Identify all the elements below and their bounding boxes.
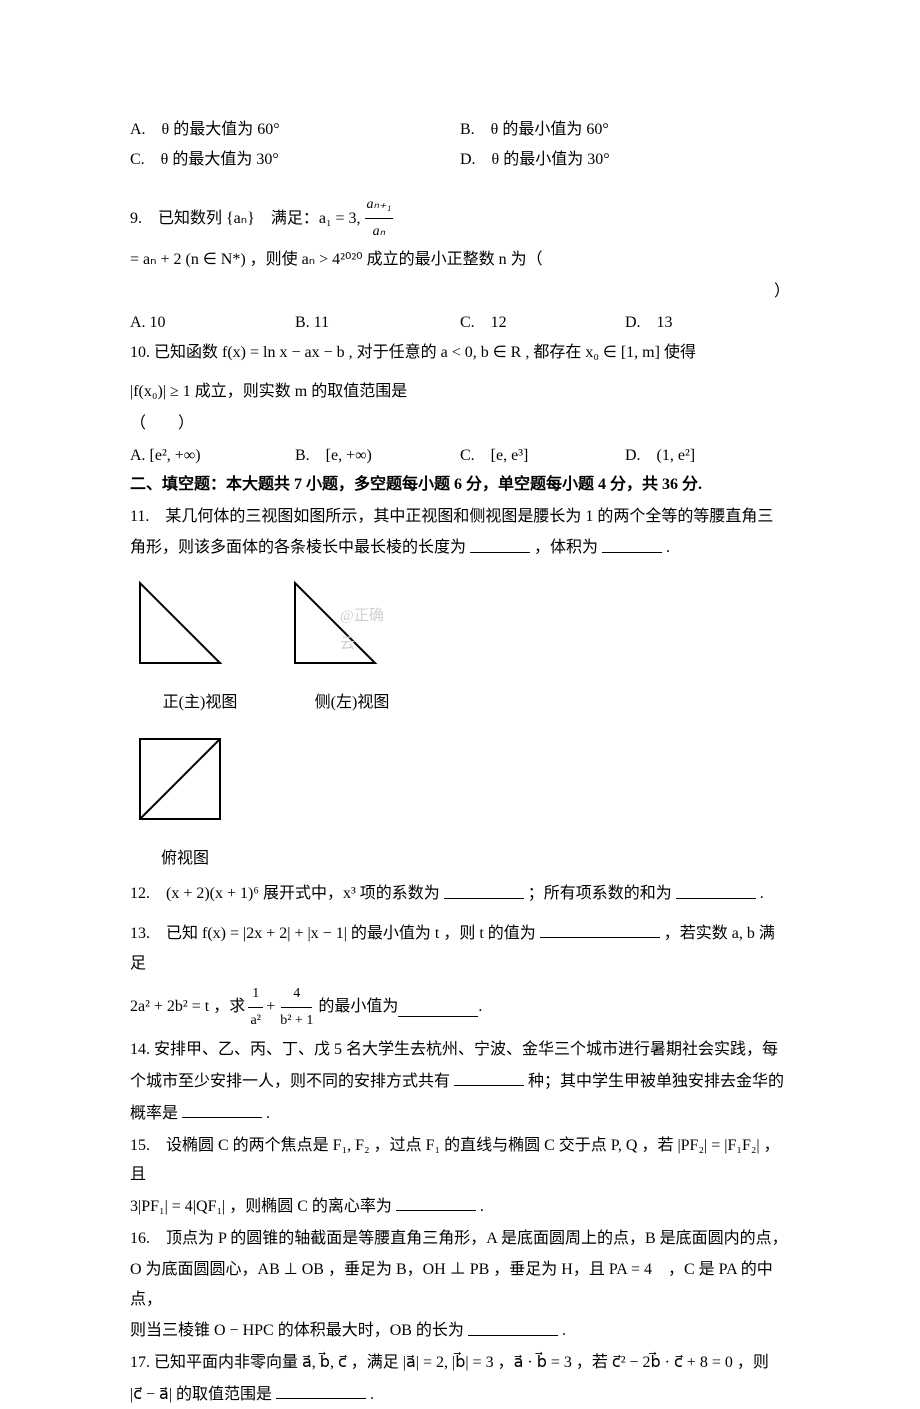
q11-blank1 — [470, 533, 530, 552]
q15-line1: 15. 设椭圆 C 的两个焦点是 F₁, F₂ ，过点 F₁ 的直线与椭圆 C … — [130, 1131, 790, 1190]
q8-optD: D. θ 的最小值为 30° — [460, 145, 790, 175]
q11-line2-mid: ，体积为 — [534, 540, 598, 557]
q11-line2-end: . — [666, 540, 670, 557]
section2-title: 二、填空题：本大题共 7 小题，多空题每小题 6 分，单空题每小题 4 分，共 … — [130, 470, 790, 500]
q11-line2: 角形，则该多面体的各条棱长中最长棱的长度为 ，体积为 . — [130, 533, 790, 563]
top-view-label: 俯视图 — [130, 844, 240, 874]
top-view-block: 俯视图 — [130, 729, 790, 873]
q13-blank1 — [540, 919, 660, 938]
q14-line2-pre: 个城市至少安排一人，则不同的安排方式共有 — [130, 1073, 450, 1090]
q14-line2: 个城市至少安排一人，则不同的安排方式共有 种；其中学生甲被单独安排去金华的 — [130, 1067, 790, 1097]
q12-pre: 12. (x + 2)(x + 1)⁶ 展开式中，x³ 项的系数为 — [130, 886, 440, 903]
q14-blank2 — [182, 1099, 262, 1118]
q17-line2: |c⃗ − a⃗| 的取值范围是 . — [130, 1380, 790, 1409]
q13-frac1-den: a² — [248, 1008, 262, 1034]
q13-frac2-den: b² + 1 — [278, 1008, 315, 1034]
q10-line2: |f(x₀)| ≥ 1 成立，则实数 m 的取值范围是 — [130, 377, 790, 407]
q9-stem-pre: 9. 已知数列 {aₙ} 满足：a₁ = 3, — [130, 204, 361, 234]
q13-blank2 — [398, 997, 478, 1016]
q11-line1: 11. 某几何体的三视图如图所示，其中正视图和侧视图是腰长为 1 的两个全等的等… — [130, 502, 790, 532]
q15-line2-end: . — [480, 1198, 484, 1215]
q8-optC: C. θ 的最大值为 30° — [130, 145, 460, 175]
q13-frac2: 4 b² + 1 — [278, 981, 315, 1034]
q9-frac-den: aₙ — [371, 219, 388, 245]
q17-blank — [276, 1380, 366, 1399]
q14-line3-pre: 概率是 — [130, 1105, 178, 1122]
q14-line1: 14. 安排甲、乙、丙、丁、戊 5 名大学生去杭州、宁波、金华三个城市进行暑期社… — [130, 1035, 790, 1065]
q9-stem: 9. 已知数列 {aₙ} 满足：a₁ = 3, aₙ₊₁ aₙ = aₙ + 2… — [130, 192, 790, 274]
q9-optA: A. 10 — [130, 308, 295, 338]
q13-line1: 13. 已知 f(x) = |2x + 2| + |x − 1| 的最小值为 t… — [130, 919, 790, 978]
q16-line1: 16. 顶点为 P 的圆锥的轴截面是等腰直角三角形，A 是底面圆周上的点，B 是… — [130, 1224, 790, 1254]
q16-line3-pre: 则当三棱锥 O − HPC 的体积最大时，OB 的长为 — [130, 1323, 464, 1340]
q14-line3: 概率是 . — [130, 1099, 790, 1129]
q11-blank2 — [602, 533, 662, 552]
q12-end: . — [760, 886, 764, 903]
q10-optA: A. [e², +∞) — [130, 441, 295, 471]
q13-frac1: 1 a² — [248, 981, 263, 1034]
q10-optC: C. [e, e³] — [460, 441, 625, 471]
watermark: @正确云 — [340, 603, 395, 659]
q10-line1: 10. 已知函数 f(x) = ln x − ax − b , 对于任意的 a … — [130, 338, 790, 368]
q12-blank2 — [676, 879, 756, 898]
figure-block: @正确云 正(主)视图 侧(左)视图 俯视图 — [130, 573, 790, 873]
q11-line2-pre: 角形，则该多面体的各条棱长中最长棱的长度为 — [130, 540, 466, 557]
q9-optD: D. 13 — [625, 308, 790, 338]
q13-plus: + — [266, 992, 275, 1022]
q17-line2-end: . — [370, 1386, 374, 1403]
q12-mid: ；所有项系数的和为 — [528, 886, 672, 903]
q10-optD: D. (1, e²] — [625, 441, 790, 471]
q13-frac2-num: 4 — [281, 981, 312, 1008]
q8-options-row2: C. θ 的最大值为 30° D. θ 的最小值为 30° — [130, 145, 790, 175]
q10-paren: （ ） — [130, 409, 790, 439]
side-view-block: @正确云 — [285, 573, 395, 684]
q16-blank — [468, 1316, 558, 1335]
front-view-svg — [130, 573, 240, 673]
q9-stem-mid: = aₙ + 2 (n ∈ N*) ，则使 aₙ > 4²⁰²⁰ 成立的最小正整… — [130, 245, 543, 275]
q16-line3: 则当三棱锥 O − HPC 的体积最大时，OB 的长为 . — [130, 1316, 790, 1346]
front-view-block — [130, 573, 240, 684]
q13-line1-pre: 13. 已知 f(x) = |2x + 2| + |x − 1| 的最小值为 t… — [130, 925, 536, 942]
q14-line3-end: . — [266, 1105, 270, 1122]
q14-line2-mid: 种；其中学生甲被单独安排去金华的 — [528, 1073, 784, 1090]
q13-frac1-num: 1 — [248, 981, 263, 1008]
q10-options: A. [e², +∞) B. [e, +∞) C. [e, e³] D. (1,… — [130, 441, 790, 471]
q9-optB: B. 11 — [295, 308, 460, 338]
q12: 12. (x + 2)(x + 1)⁶ 展开式中，x³ 项的系数为 ；所有项系数… — [130, 879, 790, 909]
q15-blank — [396, 1192, 476, 1211]
q9-frac: aₙ₊₁ aₙ — [365, 192, 394, 245]
q9-frac-num: aₙ₊₁ — [365, 192, 394, 219]
q15-line2-pre: 3|PF₁| = 4|QF₁| ，则椭圆 C 的离心率为 — [130, 1198, 396, 1215]
q13-line2-pre: 2a² + 2b² = t ，求 — [130, 992, 245, 1022]
q13-line2: 2a² + 2b² = t ，求 1 a² + 4 b² + 1 的最小值为 . — [130, 981, 790, 1034]
q9-close-paren: ） — [130, 277, 790, 307]
side-view-label: 侧(左)视图 — [287, 688, 417, 718]
q17-line1: 17. 已知平面内非零向量 a⃗, b⃗, c⃗ ，满足 |a⃗| = 2, |… — [130, 1348, 790, 1378]
q9-optC: C. 12 — [460, 308, 625, 338]
q16-line3-end: . — [562, 1323, 566, 1340]
q15-line2: 3|PF₁| = 4|QF₁| ，则椭圆 C 的离心率为 . — [130, 1192, 790, 1222]
q10-optB: B. [e, +∞) — [295, 441, 460, 471]
q12-blank1 — [444, 879, 524, 898]
q8-options-row1: A. θ 的最大值为 60° B. θ 的最小值为 60° — [130, 115, 790, 145]
q14-blank1 — [454, 1067, 524, 1086]
q17-line2-pre: |c⃗ − a⃗| 的取值范围是 — [130, 1386, 272, 1403]
q8-optB: B. θ 的最小值为 60° — [460, 115, 790, 145]
q13-line2-end: . — [478, 992, 482, 1022]
q16-line2: O 为底面圆圆心，AB ⊥ OB ，垂足为 B，OH ⊥ PB ，垂足为 H，且… — [130, 1255, 790, 1314]
top-view-svg — [130, 729, 240, 829]
q13-line2-mid: 的最小值为 — [318, 992, 398, 1022]
q8-optA: A. θ 的最大值为 60° — [130, 115, 460, 145]
q9-options: A. 10 B. 11 C. 12 D. 13 — [130, 308, 790, 338]
front-view-label: 正(主)视图 — [130, 688, 270, 718]
